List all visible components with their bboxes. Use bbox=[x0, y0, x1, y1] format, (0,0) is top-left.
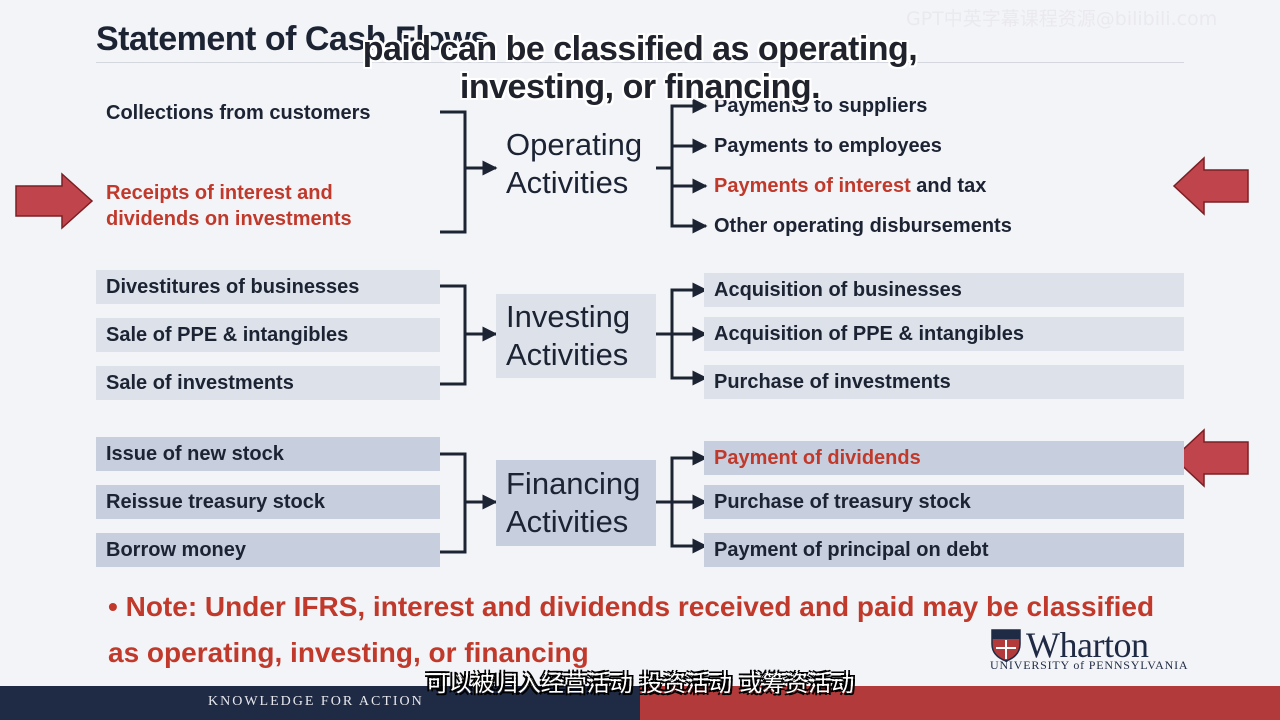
caption-line-2: investing, or financing. bbox=[459, 68, 821, 106]
financing-outflow-box: Purchase of treasury stock bbox=[704, 485, 1184, 519]
financing-outflow-box: Payment of principal on debt bbox=[704, 533, 1184, 567]
investing-inflow-box: Sale of investments bbox=[96, 366, 440, 400]
financing-inflow-box: Borrow money bbox=[96, 533, 440, 567]
operating-activities-label: Operating Activities bbox=[506, 127, 643, 200]
wharton-shield-icon bbox=[991, 629, 1021, 662]
investing-left-bracket bbox=[440, 284, 498, 386]
investing-inflow-box: Divestitures of businesses bbox=[96, 270, 440, 304]
red-arrow-left-icon bbox=[1172, 428, 1249, 488]
financing-left-bracket bbox=[440, 452, 498, 554]
investing-outflow-box: Acquisition of PPE & intangibles bbox=[704, 317, 1184, 351]
red-arrow-right-icon bbox=[15, 172, 94, 230]
operating-outflow-item: Other operating disbursements bbox=[714, 215, 1012, 237]
watermark: GPT中英字幕课程资源@bilibili.com bbox=[906, 8, 1218, 30]
operating-inflow-item: Receipts of interest and bbox=[106, 182, 333, 204]
wharton-logo-subtitle: UNIVERSITY of PENNSYLVANIA bbox=[990, 658, 1189, 672]
operating-inflow-item: dividends on investments bbox=[106, 208, 352, 230]
footer-accent-bar bbox=[640, 686, 1280, 720]
financing-right-bracket bbox=[656, 450, 708, 554]
note-text: Note: Under IFRS, interest and dividends… bbox=[108, 591, 1155, 668]
operating-left-bracket bbox=[440, 110, 498, 234]
investing-outflow-box: Acquisition of businesses bbox=[704, 273, 1184, 307]
operating-outflow-item: Payments to suppliers bbox=[714, 95, 928, 117]
footer-tagline: KNOWLEDGE FOR ACTION bbox=[208, 694, 424, 709]
investing-inflow-box: Sale of PPE & intangibles bbox=[96, 318, 440, 352]
investing-outflow-box: Purchase of investments bbox=[704, 365, 1184, 399]
ifrs-note: • Note: Under IFRS, interest and dividen… bbox=[108, 584, 1188, 676]
red-arrow-left-icon bbox=[1172, 156, 1249, 216]
operating-outflow-item: Payments of interest and tax bbox=[714, 175, 987, 197]
title-rule bbox=[96, 62, 1184, 63]
investing-right-bracket bbox=[656, 282, 708, 386]
operating-inflow-item: Collections from customers bbox=[106, 102, 371, 124]
slide-title: Statement of Cash Flows bbox=[96, 20, 489, 58]
chinese-subtitle: 可以被归入经营活动 投资活动 或筹资活动 bbox=[425, 671, 855, 697]
financing-outflow-box: Payment of dividends bbox=[704, 441, 1184, 475]
financing-inflow-box: Issue of new stock bbox=[96, 437, 440, 471]
operating-right-bracket bbox=[656, 98, 708, 234]
caption-line-1: paid can be classified as operating, bbox=[362, 30, 918, 68]
operating-outflow-item: Payments to employees bbox=[714, 135, 942, 157]
financing-inflow-box: Reissue treasury stock bbox=[96, 485, 440, 519]
wharton-logo-name: Wharton bbox=[1026, 625, 1149, 665]
note-bullet: • bbox=[108, 591, 118, 622]
footer-bar bbox=[0, 686, 640, 720]
financing-activities-label: Financing Activities bbox=[496, 460, 656, 546]
investing-activities-label: Investing Activities bbox=[496, 294, 656, 378]
